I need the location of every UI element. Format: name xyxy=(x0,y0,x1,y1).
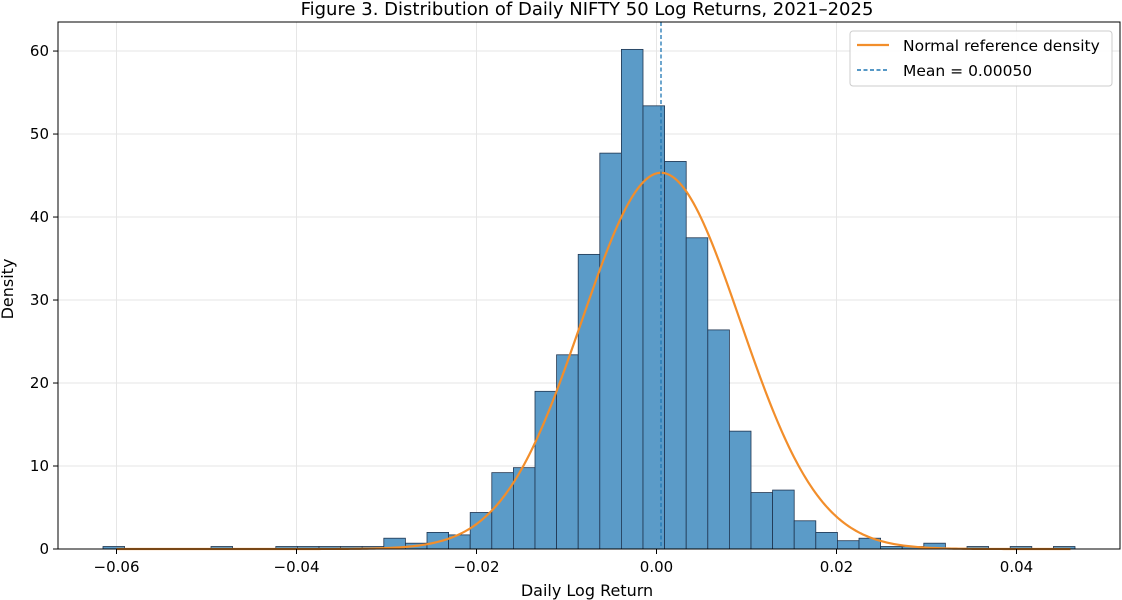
x-tick-label: 0.02 xyxy=(820,558,853,576)
histogram-bar xyxy=(664,161,687,550)
histogram-bar xyxy=(793,520,817,550)
x-tick-label: −0.06 xyxy=(94,558,140,576)
histogram-bar xyxy=(469,512,493,550)
y-tick-label: 20 xyxy=(30,374,49,392)
legend: Normal reference density Mean = 0.00050 xyxy=(849,30,1113,87)
y-tick-label: 0 xyxy=(39,540,49,558)
legend-box xyxy=(849,30,1113,87)
histogram-bar xyxy=(534,390,558,550)
histogram-bar xyxy=(837,540,860,550)
histogram-bar xyxy=(750,492,774,550)
y-axis-ticks: 0 10 20 30 40 50 60 xyxy=(30,42,58,558)
y-tick-label: 30 xyxy=(30,291,49,309)
x-tick-label: −0.02 xyxy=(454,558,500,576)
histogram-bar xyxy=(772,489,795,550)
histogram-bar xyxy=(729,430,752,550)
y-tick-label: 50 xyxy=(30,125,49,143)
plot-frame xyxy=(57,21,1121,550)
y-tick-label: 40 xyxy=(30,208,49,226)
legend-normal-label: Normal reference density xyxy=(903,37,1100,55)
x-axis-label: Daily Log Return xyxy=(521,581,653,600)
histogram-bar xyxy=(491,472,514,550)
x-tick-label: 0.04 xyxy=(1000,558,1033,576)
histogram-bar xyxy=(685,237,709,550)
histogram-bar xyxy=(599,152,622,550)
y-axis-label: Density xyxy=(0,259,17,320)
y-tick-label: 60 xyxy=(30,42,49,60)
x-tick-label: 0.00 xyxy=(640,558,673,576)
x-axis-ticks: −0.06 −0.04 −0.02 0.00 0.02 0.04 xyxy=(94,549,1033,576)
x-tick-label: −0.04 xyxy=(274,558,320,576)
histogram-bar xyxy=(815,532,838,550)
legend-mean-label: Mean = 0.00050 xyxy=(903,62,1032,80)
y-tick-label: 10 xyxy=(30,457,49,475)
histogram-bar xyxy=(707,329,730,550)
chart-title: Figure 3. Distribution of Daily NIFTY 50… xyxy=(301,0,874,20)
histogram-bar xyxy=(621,48,644,550)
histogram-bar xyxy=(513,467,536,550)
